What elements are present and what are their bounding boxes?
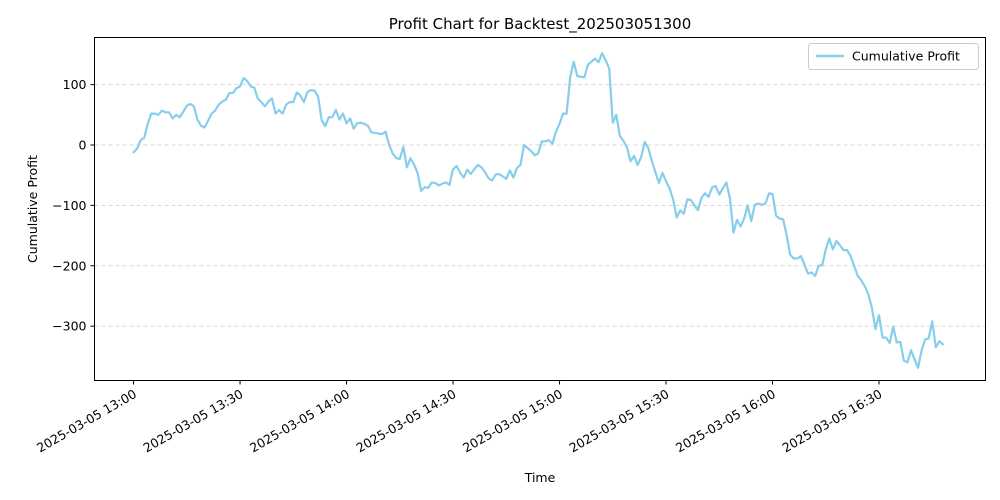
x-axis-title: Time <box>524 470 556 485</box>
y-tick-label: −300 <box>52 319 86 334</box>
series-layer <box>132 52 945 369</box>
legend-label: Cumulative Profit <box>852 49 960 64</box>
y-tick-label: −100 <box>52 198 86 213</box>
y-tick-label: 0 <box>79 137 87 152</box>
legend-box <box>808 43 979 70</box>
legend: Cumulative Profit <box>808 43 979 70</box>
gridlines <box>94 84 986 327</box>
y-axis-title: Cumulative Profit <box>25 155 40 263</box>
y-tick-label: 100 <box>63 77 87 92</box>
series-line-cumulative-profit <box>132 52 945 369</box>
chart-title: Profit Chart for Backtest_202503051300 <box>389 15 692 34</box>
y-tick-label: −200 <box>52 258 86 273</box>
plot-frame <box>94 37 986 381</box>
y-axis: 100 0 −100 −200 −300 <box>52 77 95 334</box>
